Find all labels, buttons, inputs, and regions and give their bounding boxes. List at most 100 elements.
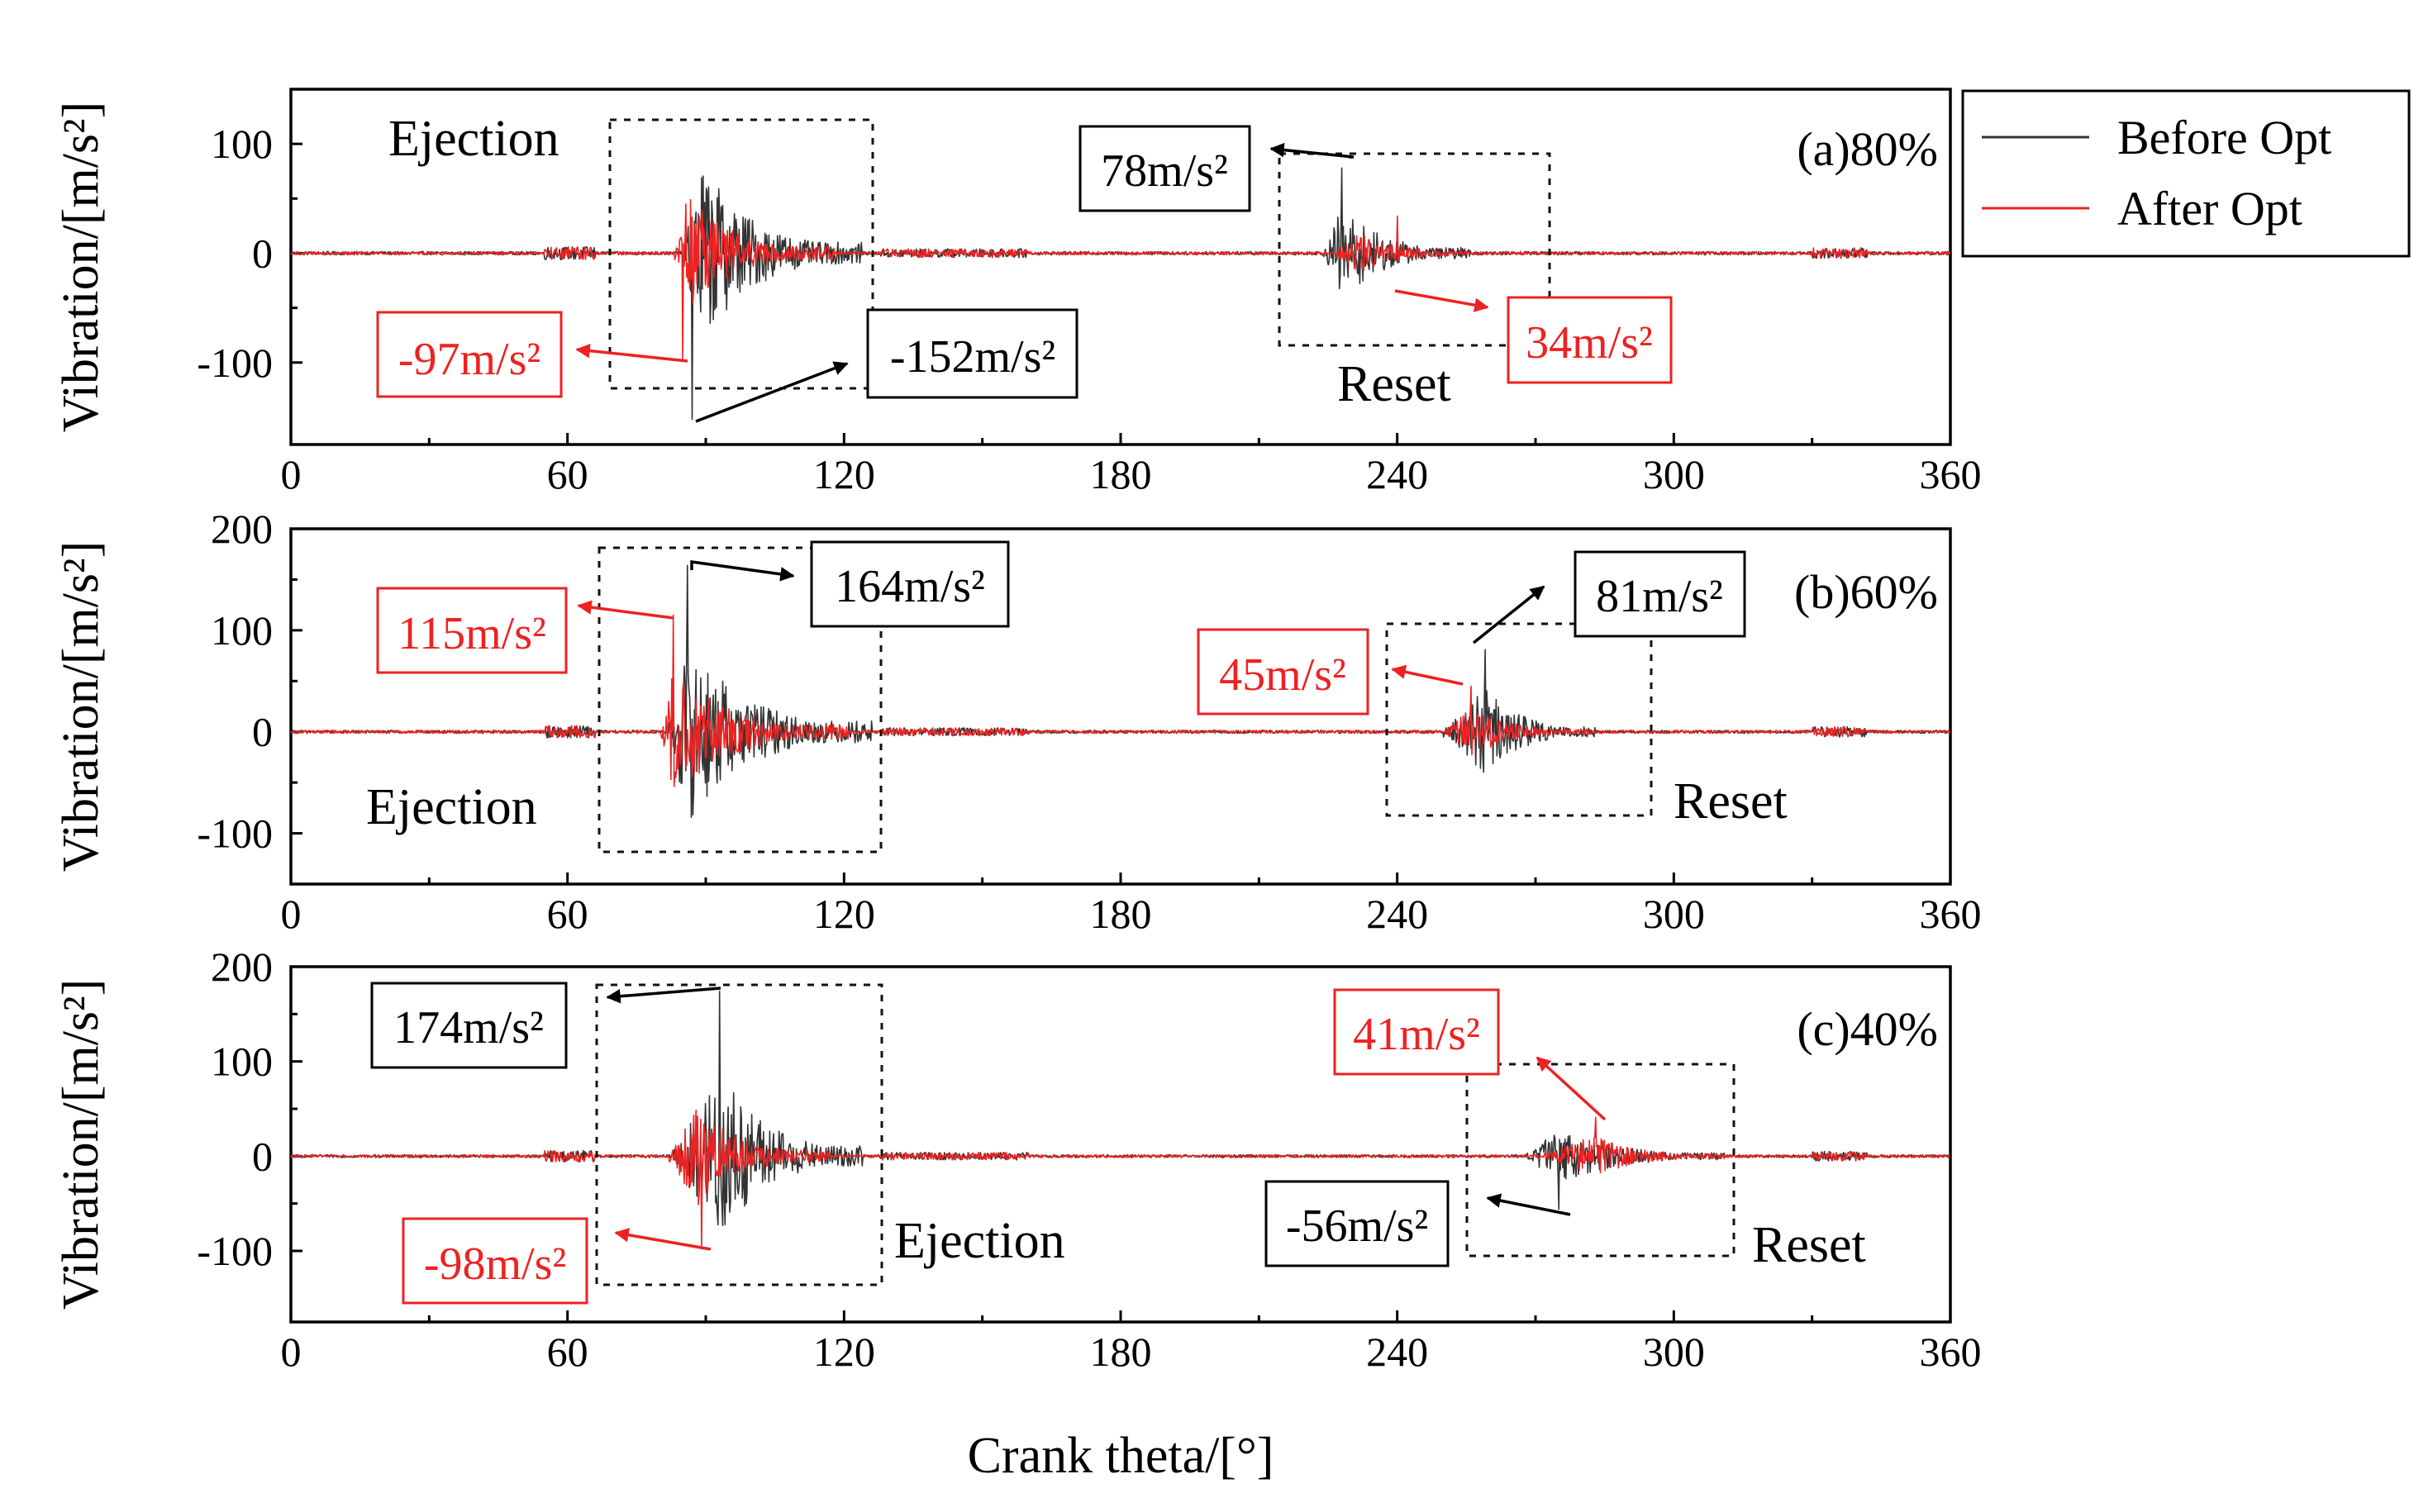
x-tick-label: 240 xyxy=(1366,1329,1428,1375)
y-tick-label: 0 xyxy=(252,709,273,755)
annotation-text: 34m/s² xyxy=(1526,317,1653,368)
annotation-text: 174m/s² xyxy=(393,1002,544,1053)
x-tick-label: 300 xyxy=(1643,891,1705,937)
panel-a: 0 60 120 180 240 300 360 -100 0 100 Vibration/[m/… xyxy=(53,88,1982,497)
annotation-box xyxy=(402,1217,588,1305)
annotation-text: 164m/s² xyxy=(835,561,985,612)
after-opt-trace xyxy=(290,614,1951,787)
x-tick-label: 120 xyxy=(813,1329,875,1375)
x-tick-label: 180 xyxy=(1090,891,1152,937)
panel-a-label: (a)80% xyxy=(1797,122,1938,176)
annotation-arrow xyxy=(695,361,849,423)
panel-c-reset-region xyxy=(1465,1063,1736,1258)
panel-a-ejection-region xyxy=(608,118,874,390)
legend-frame xyxy=(1961,89,2411,258)
annotation-text: 41m/s² xyxy=(1353,1009,1480,1060)
panel-b-traces xyxy=(290,564,1951,819)
panel-b-reset-label: Reset xyxy=(1674,773,1788,830)
annotation-arrow xyxy=(1486,1193,1571,1216)
panel-b-annotation-after-reset: 45m/s² xyxy=(1197,628,1464,716)
annotation-arrow xyxy=(1536,1056,1607,1121)
annotation-text: 115m/s² xyxy=(398,608,546,659)
annotation-box xyxy=(1333,988,1500,1076)
x-tick-label: 120 xyxy=(813,891,875,937)
panel-c-label: (c)40% xyxy=(1797,1002,1938,1056)
panel-a-ejection-label: Ejection xyxy=(388,111,559,167)
panel-b-annotation-before-ejection: 164m/s² xyxy=(690,540,1010,628)
annotation-arrow xyxy=(690,559,795,582)
panel-b-ylabel: Vibration/[m/s²] xyxy=(53,541,109,872)
panel-a-reset-label: Reset xyxy=(1337,356,1451,412)
annotation-box xyxy=(1574,550,1746,638)
x-axis-title: Crank theta/[°] xyxy=(968,1428,1274,1484)
annotation-box xyxy=(866,308,1078,399)
x-tick-label: 120 xyxy=(813,451,875,497)
panel-b-reset-region xyxy=(1385,622,1653,817)
annotation-text: -97m/s² xyxy=(398,334,540,385)
x-tick-label: 240 xyxy=(1366,451,1428,497)
x-tick-label: 60 xyxy=(547,1329,588,1375)
panel-a-annotation-before-ejection: -152m/s² xyxy=(695,308,1078,423)
annotation-box xyxy=(376,587,568,674)
annotation-text: 78m/s² xyxy=(1101,145,1228,197)
panel-c-annotation-before-reset: -56m/s² xyxy=(1264,1180,1571,1267)
panel-c-traces xyxy=(290,991,1950,1250)
annotation-box xyxy=(1264,1180,1450,1267)
panel-b-annotation-after-ejection: 115m/s² xyxy=(376,587,674,674)
x-tick-label: 360 xyxy=(1920,1329,1982,1375)
x-tick-label: 240 xyxy=(1366,891,1428,937)
panel-a-traces xyxy=(290,167,1951,421)
panel-c-ticks: 0 60 120 180 240 300 360 -100 0 100 200 xyxy=(197,944,1981,1375)
annotation-arrow xyxy=(575,343,688,363)
y-tick-label: 100 xyxy=(211,607,273,654)
x-tick-label: 300 xyxy=(1643,1329,1705,1375)
legend-after-label: After Opt xyxy=(2117,182,2302,235)
x-tick-label: 360 xyxy=(1920,891,1982,937)
annotation-text: 45m/s² xyxy=(1219,649,1346,701)
y-tick-label: 200 xyxy=(211,944,273,990)
x-tick-label: 300 xyxy=(1643,451,1705,497)
panel-c-ejection-label: Ejection xyxy=(894,1213,1065,1269)
y-tick-label: 0 xyxy=(252,230,273,276)
annotation-text: -98m/s² xyxy=(424,1239,566,1290)
x-tick-label: 60 xyxy=(547,891,588,937)
x-tick-label: 0 xyxy=(281,1329,302,1375)
panel-c-annotation-before-ejection: 174m/s² xyxy=(370,982,721,1069)
annotation-text: -56m/s² xyxy=(1286,1201,1428,1252)
annotation-box xyxy=(1197,628,1369,716)
annotation-arrow xyxy=(1391,664,1464,686)
panel-b-label: (b)60% xyxy=(1794,565,1938,619)
panel-c-reset-label: Reset xyxy=(1752,1217,1866,1273)
x-tick-label: 0 xyxy=(281,891,302,937)
panel-a-annotation-after-reset: 34m/s² xyxy=(1394,289,1673,384)
panel-a-annotation-before-reset: 78m/s² xyxy=(1078,125,1355,212)
y-tick-label: 200 xyxy=(211,506,273,552)
panel-c-ylabel: Vibration/[m/s²] xyxy=(53,979,109,1310)
panel-a-ticks: 0 60 120 180 240 300 360 -100 0 100 xyxy=(197,121,1981,497)
y-tick-label: -100 xyxy=(197,340,273,386)
y-tick-label: 100 xyxy=(211,121,273,167)
panel-c-annotation-after-reset: 41m/s² xyxy=(1333,988,1607,1121)
annotation-arrow xyxy=(577,600,674,620)
annotation-arrow xyxy=(1472,585,1545,644)
y-tick-label: 0 xyxy=(252,1133,273,1179)
annotation-arrow xyxy=(606,987,721,1004)
panel-a-annotation-after-ejection: -97m/s² xyxy=(376,311,688,398)
annotation-box xyxy=(1507,296,1673,384)
annotation-box xyxy=(1078,125,1251,212)
panel-b-ejection-region xyxy=(598,546,883,853)
annotation-box xyxy=(810,540,1010,628)
panel-c-annotation-after-ejection: -98m/s² xyxy=(402,1217,712,1305)
after-opt-trace xyxy=(290,198,1951,360)
annotation-arrow xyxy=(614,1228,712,1251)
annotation-arrow xyxy=(1394,289,1489,312)
panel-b-ejection-label: Ejection xyxy=(366,779,537,835)
annotation-text: -152m/s² xyxy=(890,331,1055,383)
panel-c: 0 60 120 180 240 300 360 -100 0 100 200 Vibration/… xyxy=(53,944,1982,1375)
x-tick-label: 180 xyxy=(1090,451,1152,497)
panel-b-annotation-before-reset: 81m/s² xyxy=(1472,550,1746,644)
x-tick-label: 360 xyxy=(1920,451,1982,497)
